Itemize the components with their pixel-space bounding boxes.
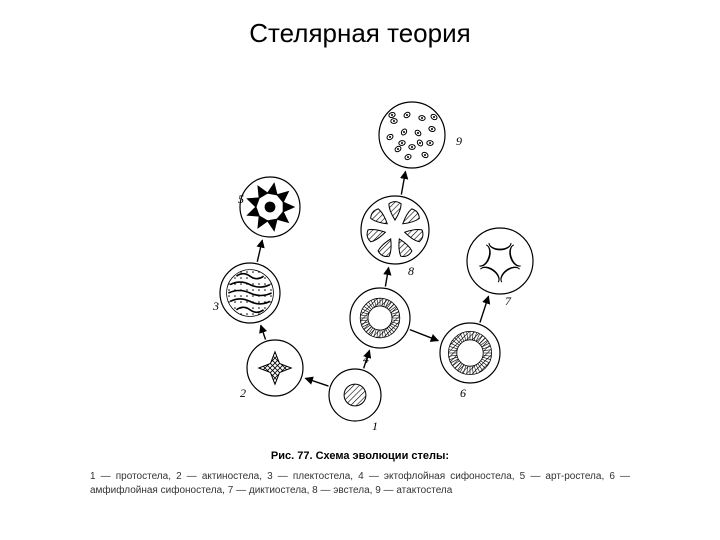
label-7: 7	[505, 294, 512, 308]
label-4: 4	[363, 352, 369, 366]
stele-3	[220, 263, 280, 323]
figure-legend: 1 — протостела, 2 — актиностела, 3 — пле…	[90, 470, 630, 497]
stele-6	[440, 323, 500, 383]
figure-caption: Рис. 77. Схема эволюции стелы:	[0, 450, 720, 462]
page-title: Стелярная теория	[0, 18, 720, 49]
stele-1	[329, 369, 381, 421]
page: Стелярная теория 1 2 3 5 4 8 9 6 7 Рис. 77. Схем…	[0, 0, 720, 540]
label-8: 8	[408, 264, 414, 278]
stele-4	[350, 288, 410, 348]
stele-9	[379, 102, 445, 168]
label-5: 5	[238, 192, 244, 206]
label-6: 6	[460, 386, 466, 400]
stele-8	[361, 196, 429, 264]
stele-diagram: 1 2 3 5 4 8 9 6 7	[160, 85, 580, 435]
stele-2	[247, 340, 303, 396]
label-1: 1	[372, 419, 378, 433]
label-3: 3	[212, 299, 219, 313]
label-2: 2	[240, 386, 246, 400]
stele-5	[240, 177, 300, 237]
label-9: 9	[456, 134, 462, 148]
stele-7	[467, 228, 533, 294]
